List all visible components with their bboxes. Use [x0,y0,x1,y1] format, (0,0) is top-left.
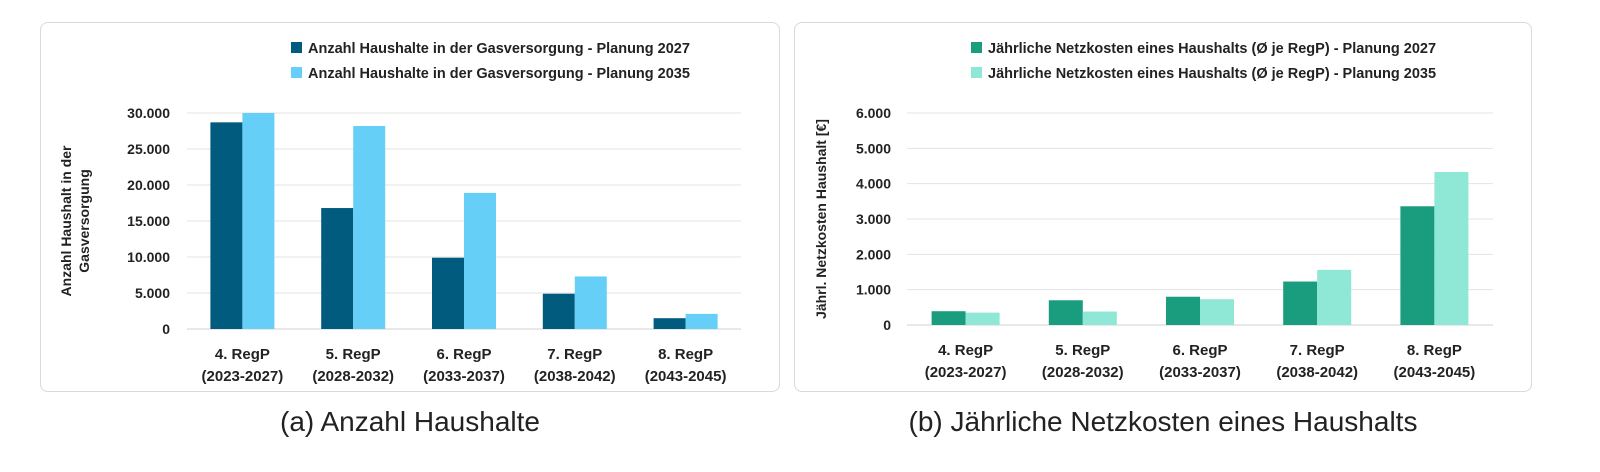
legend-swatch-2 [291,67,302,78]
caption-households: (a) Anzahl Haushalte [280,406,540,437]
y-tick-label: 3.000 [856,211,891,227]
bar-series1-cat4 [542,293,575,329]
bar-series2-cat2 [353,125,386,330]
bar-series1-cat1 [210,122,243,329]
y-axis-label-line: Anzahl Haushalt in der [58,145,74,296]
x-tick-label: 8. RegP [658,346,713,363]
x-tick-label: 4. RegP [938,342,993,359]
y-axis-label-line: Jährl. Netzkosten Haushalt [€] [813,119,829,319]
y-axis-label-line: Gasversorgung [76,169,92,272]
x-tick-label: (2023-2027) [202,368,284,385]
y-tick-label: 6.000 [856,105,891,121]
legend-swatch-1 [291,42,302,53]
x-tick-label: (2023-2027) [925,364,1007,381]
bar-series2-cat4 [1317,269,1352,325]
bar-series1-cat1 [931,311,966,325]
x-tick-label: 5. RegP [1055,342,1110,359]
bar-series1-cat4 [1283,281,1318,325]
y-tick-label: 25.000 [127,141,170,157]
legend-label-2: Jährliche Netzkosten eines Haushalts (Ø … [988,66,1436,82]
x-tick-label: 7. RegP [547,346,602,363]
x-tick-label: (2028-2032) [312,368,394,385]
x-tick-label: 7. RegP [1290,342,1345,359]
chart-panel-network-costs: 0 1.000 2.000 3.000 4.000 5.000 6.000 Jährl. Ne… [794,22,1532,392]
bar-series1-cat5 [1400,206,1435,325]
bar-series1-cat5 [653,318,686,329]
network-costs-chart: 0 1.000 2.000 3.000 4.000 5.000 6.000 Jährl. Ne… [813,41,1493,381]
x-tick-label: 6. RegP [1172,342,1227,359]
bar-series2-cat2 [1082,311,1117,325]
x-tick-label: (2033-2037) [423,368,505,385]
bar-series2-cat3 [464,192,496,329]
y-axis-label: Anzahl Haushalt in der Gasversorgung [58,145,92,296]
legend-label-1: Anzahl Haushalte in der Gasversorgung - … [308,41,690,57]
y-axis-label: Jährl. Netzkosten Haushalt [€] [813,119,829,319]
bar-series2-cat1 [242,113,275,329]
bar-series2-cat5 [1434,172,1469,325]
y-tick-label: 10.000 [127,249,170,265]
y-tick-label: 1.000 [856,282,891,298]
y-tick-label: 4.000 [856,176,891,192]
legend-label-1: Jährliche Netzkosten eines Haushalts (Ø … [988,41,1436,57]
y-tick-label: 0 [162,321,170,337]
bar-series1-cat3 [432,257,464,329]
bar-series1-cat2 [321,208,354,329]
x-tick-label: 5. RegP [326,346,381,363]
x-tick-label: 4. RegP [215,346,270,363]
x-tick-label: (2038-2042) [1276,364,1358,381]
bar-series1-cat3 [1166,296,1200,325]
y-tick-label: 15.000 [127,213,170,229]
bar-series2-cat3 [1200,299,1234,325]
y-tick-label: 20.000 [127,177,170,193]
bar-series2-cat1 [965,312,1000,325]
x-tick-label: (2038-2042) [534,368,616,385]
y-tick-label: 0 [883,317,891,333]
legend-label-2: Anzahl Haushalte in der Gasversorgung - … [308,66,690,82]
x-tick-label: (2028-2032) [1042,364,1124,381]
bar-series2-cat4 [574,276,607,329]
x-tick-label: (2043-2045) [645,368,727,385]
x-tick-label: 8. RegP [1407,342,1462,359]
bar-series2-cat5 [685,313,718,329]
legend-swatch-2 [971,67,982,78]
x-tick-label: (2033-2037) [1159,364,1241,381]
legend-swatch-1 [971,42,982,53]
households-chart: 0 5.000 10.000 15.000 20.000 25.000 30.000 Anza… [58,41,741,385]
caption-network-costs: (b) Jährliche Netzkosten eines Haushalts [908,406,1418,437]
y-tick-label: 5.000 [135,285,170,301]
y-tick-label: 5.000 [856,140,891,156]
x-tick-label: (2043-2045) [1394,364,1476,381]
bar-series1-cat2 [1048,300,1083,325]
chart-panel-households: 0 5.000 10.000 15.000 20.000 25.000 30.000 Anza… [40,22,780,392]
x-tick-label: 6. RegP [436,346,491,363]
y-tick-label: 30.000 [127,105,170,121]
y-tick-label: 2.000 [856,246,891,262]
